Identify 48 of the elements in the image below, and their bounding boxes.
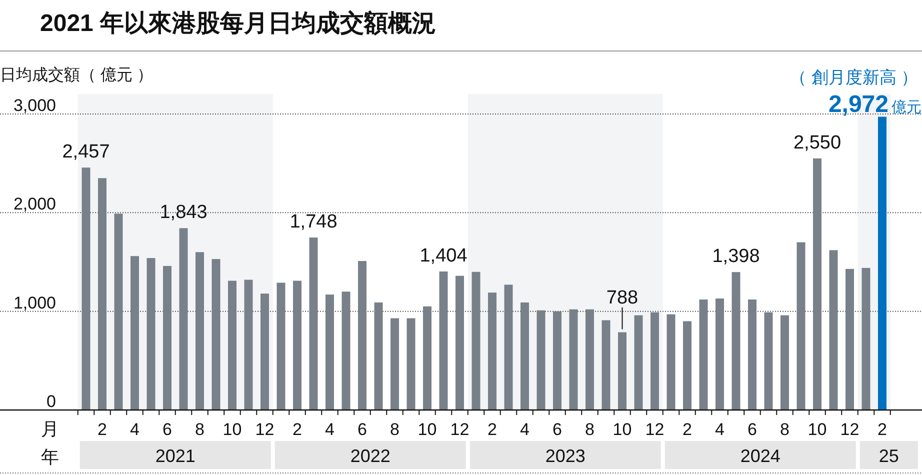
text: 2023	[545, 446, 586, 466]
x-tick-label: 10	[222, 420, 242, 439]
x-tick-label: 6	[552, 420, 562, 439]
x-tick-label: 6	[358, 420, 367, 439]
x-tick-label: 10	[418, 420, 437, 439]
x-tick-label: 8	[585, 420, 594, 439]
text: 2022	[350, 446, 390, 466]
text: 25	[878, 446, 899, 466]
text: 2024	[740, 446, 780, 466]
x-tick-label: 2	[98, 420, 107, 439]
data-label: 1,398	[712, 246, 760, 268]
data-label: 2,972	[828, 90, 888, 118]
x-tick-label: 8	[780, 420, 790, 439]
x-tick-label: 8	[390, 420, 400, 439]
x-tick-label: 4	[325, 420, 334, 439]
y-axis-title: 日均成交額（ 億元 ）	[0, 66, 153, 84]
text: 億元	[892, 98, 922, 116]
x-tick-label: 10	[808, 420, 827, 439]
x-tick-label: 2	[488, 420, 497, 439]
x-tick-label: 2	[292, 420, 302, 439]
x-tick-label: 6	[162, 420, 172, 439]
data-label: 1,748	[290, 212, 338, 233]
chart-title: 2021 年以來港股每月日均成交額概況	[40, 10, 436, 37]
x-tick-label: 12	[645, 420, 664, 439]
text: 2021	[155, 446, 196, 466]
y-tick-label: 0	[46, 392, 56, 411]
x-tick-label: 12	[255, 420, 274, 439]
data-label: 2,550	[793, 132, 842, 154]
text: （ 創月度新高 ）	[790, 68, 918, 87]
x-tick-label: 8	[195, 420, 204, 439]
x-tick-label: 12	[450, 420, 470, 439]
x-tick-label: 6	[748, 420, 757, 439]
x-tick-label: 12	[840, 420, 860, 439]
data-label: 1,404	[420, 245, 468, 266]
x-tick-label: 4	[715, 420, 724, 439]
data-label: 2,457	[62, 142, 110, 163]
x-tick-label: 2	[682, 420, 692, 439]
data-label: 788	[606, 287, 638, 308]
x-tick-label: 4	[130, 420, 140, 439]
x-tick-label: 4	[520, 420, 530, 439]
text: 月	[41, 419, 59, 439]
x-tick-label: 2	[878, 420, 887, 439]
x-tick-label: 10	[612, 420, 632, 439]
data-label: 1,843	[160, 202, 208, 224]
y-tick-label: 2,000	[13, 194, 56, 214]
y-tick-label: 1,000	[13, 293, 56, 312]
text: 年	[41, 447, 59, 467]
y-tick-label: 3,000	[13, 96, 56, 115]
